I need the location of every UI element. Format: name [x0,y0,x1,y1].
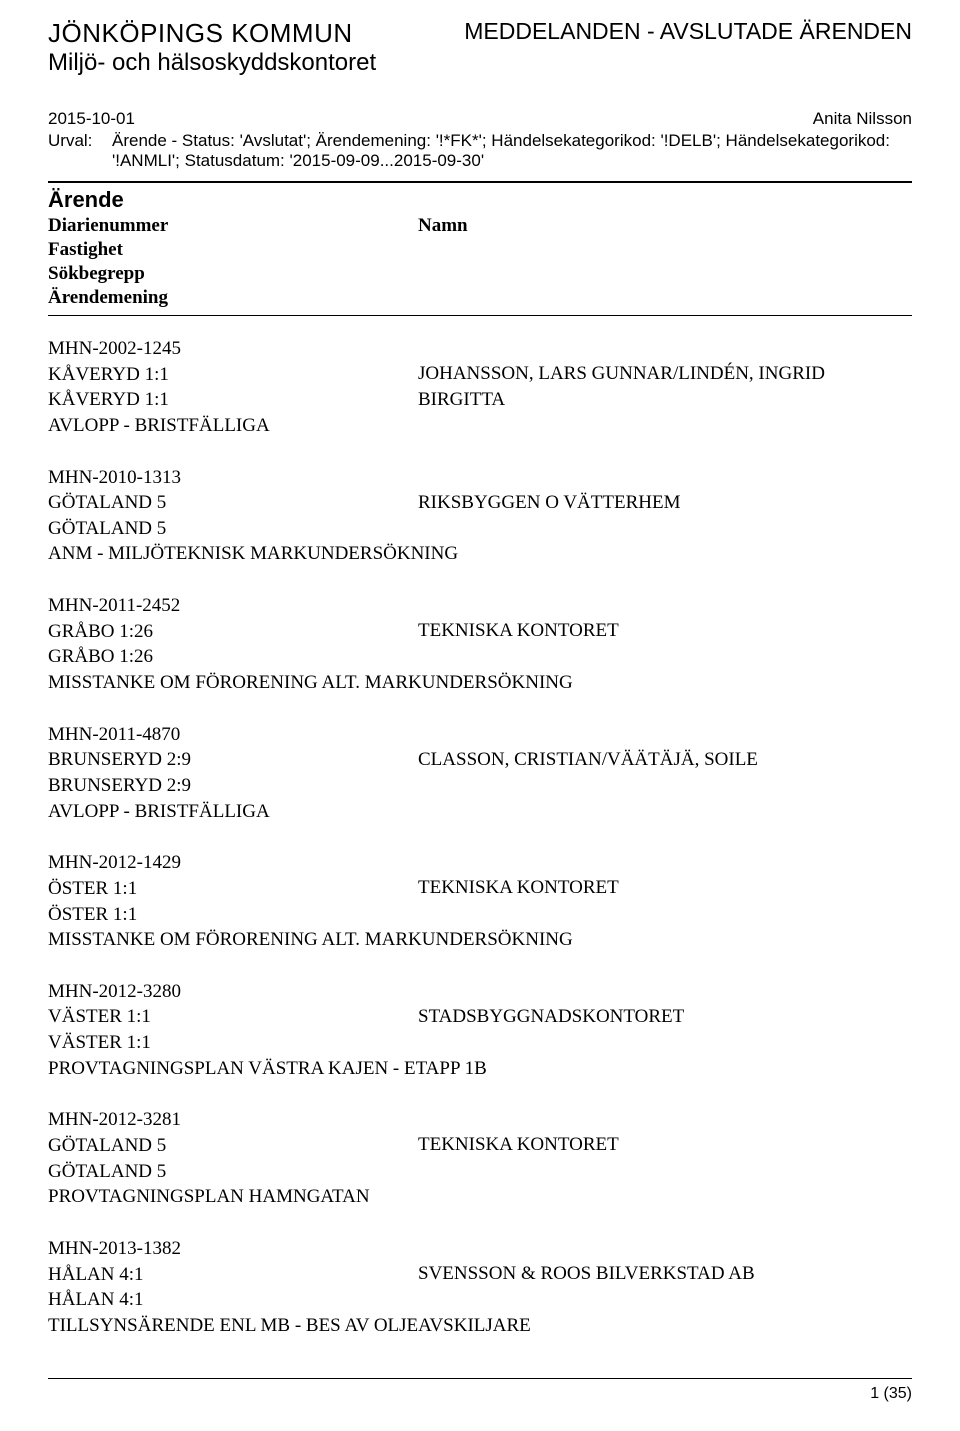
entry-arendemening: PROVTAGNINGSPLAN HAMNGATAN [48,1184,912,1210]
entry-fastighet: HÅLAN 4:1 [48,1262,418,1288]
entry-namn: TEKNISKA KONTORET [418,1107,912,1184]
entry-fastighet: GÖTALAND 5 [48,1133,418,1159]
entry-namn: STADSBYGGNADSKONTORET [418,979,912,1056]
entry-left: MHN-2010-1313GÖTALAND 5GÖTALAND 5 [48,465,418,542]
entry-top: MHN-2011-2452GRÅBO 1:26GRÅBO 1:26TEKNISK… [48,593,912,670]
header: JÖNKÖPINGS KOMMUN Miljö- och hälsoskydds… [48,18,912,77]
entry: MHN-2011-4870BRUNSERYD 2:9BRUNSERYD 2:9C… [48,722,912,825]
entry-left: MHN-2012-3281GÖTALAND 5GÖTALAND 5 [48,1107,418,1184]
entry: MHN-2010-1313GÖTALAND 5GÖTALAND 5RIKSBYG… [48,465,912,568]
entry-sokbegrepp: GÖTALAND 5 [48,516,418,542]
entry-namn: SVENSSON & ROOS BILVERKSTAD AB [418,1236,912,1313]
column-headers: Diarienummer Fastighet Sökbegrepp Ärende… [48,215,912,316]
entry-sokbegrepp: VÄSTER 1:1 [48,1030,418,1056]
entry-left: MHN-2011-4870BRUNSERYD 2:9BRUNSERYD 2:9 [48,722,418,799]
meta-row: 2015-10-01 Anita Nilsson [48,109,912,129]
entry-arendemening: AVLOPP - BRISTFÄLLIGA [48,413,912,439]
entry-namn: JOHANSSON, LARS GUNNAR/LINDÉN, INGRID BI… [418,336,912,413]
entry: MHN-2012-1429ÖSTER 1:1ÖSTER 1:1TEKNISKA … [48,850,912,953]
entry-diarienummer: MHN-2011-4870 [48,722,418,748]
entry-arendemening: AVLOPP - BRISTFÄLLIGA [48,799,912,825]
entry-left: MHN-2011-2452GRÅBO 1:26GRÅBO 1:26 [48,593,418,670]
entry-top: MHN-2011-4870BRUNSERYD 2:9BRUNSERYD 2:9C… [48,722,912,799]
column-headers-right: Namn [418,215,912,309]
col-sokbegrepp: Sökbegrepp [48,263,418,285]
header-left: JÖNKÖPINGS KOMMUN Miljö- och hälsoskydds… [48,18,376,77]
entry-sokbegrepp: BRUNSERYD 2:9 [48,773,418,799]
entry-sokbegrepp: GÖTALAND 5 [48,1159,418,1185]
entry-diarienummer: MHN-2011-2452 [48,593,418,619]
entry-diarienummer: MHN-2010-1313 [48,465,418,491]
entry-top: MHN-2013-1382HÅLAN 4:1HÅLAN 4:1SVENSSON … [48,1236,912,1313]
entry-left: MHN-2002-1245KÅVERYD 1:1KÅVERYD 1:1 [48,336,418,413]
entry-fastighet: KÅVERYD 1:1 [48,362,418,388]
org-title: JÖNKÖPINGS KOMMUN [48,18,376,49]
entry-namn: TEKNISKA KONTORET [418,593,912,670]
entry-diarienummer: MHN-2002-1245 [48,336,418,362]
entry-diarienummer: MHN-2012-1429 [48,850,418,876]
entry: MHN-2011-2452GRÅBO 1:26GRÅBO 1:26TEKNISK… [48,593,912,696]
entry: MHN-2012-3281GÖTALAND 5GÖTALAND 5TEKNISK… [48,1107,912,1210]
entry-arendemening: MISSTANKE OM FÖRORENING ALT. MARKUNDERSÖ… [48,927,912,953]
entry-arendemening: MISSTANKE OM FÖRORENING ALT. MARKUNDERSÖ… [48,670,912,696]
entry-top: MHN-2002-1245KÅVERYD 1:1KÅVERYD 1:1JOHAN… [48,336,912,413]
entry-top: MHN-2012-3280VÄSTER 1:1VÄSTER 1:1STADSBY… [48,979,912,1056]
entry-top: MHN-2012-1429ÖSTER 1:1ÖSTER 1:1TEKNISKA … [48,850,912,927]
org-subtitle: Miljö- och hälsoskyddskontoret [48,49,376,77]
entry-namn: CLASSON, CRISTIAN/VÄÄTÄJÄ, SOILE [418,722,912,799]
column-headers-left: Diarienummer Fastighet Sökbegrepp Ärende… [48,215,418,309]
entry-left: MHN-2012-3280VÄSTER 1:1VÄSTER 1:1 [48,979,418,1056]
col-namn: Namn [418,215,468,236]
entry-top: MHN-2010-1313GÖTALAND 5GÖTALAND 5RIKSBYG… [48,465,912,542]
section-heading: Ärende [48,181,912,213]
document-title: MEDDELANDEN - AVSLUTADE ÄRENDEN [464,18,912,45]
entries-list: MHN-2002-1245KÅVERYD 1:1KÅVERYD 1:1JOHAN… [48,336,912,1339]
entry-fastighet: ÖSTER 1:1 [48,876,418,902]
page-number: 1 (35) [870,1385,912,1402]
entry-sokbegrepp: ÖSTER 1:1 [48,902,418,928]
urval-row: Urval: Ärende - Status: 'Avslutat'; Ären… [48,131,912,171]
entry-arendemening: TILLSYNSÄRENDE ENL MB - BES AV OLJEAVSKI… [48,1313,912,1339]
entry-fastighet: GÖTALAND 5 [48,490,418,516]
entry-left: MHN-2013-1382HÅLAN 4:1HÅLAN 4:1 [48,1236,418,1313]
urval-label: Urval: [48,131,112,171]
report-author: Anita Nilsson [813,109,912,129]
entry: MHN-2012-3280VÄSTER 1:1VÄSTER 1:1STADSBY… [48,979,912,1082]
entry-sokbegrepp: GRÅBO 1:26 [48,644,418,670]
entry-fastighet: BRUNSERYD 2:9 [48,747,418,773]
col-fastighet: Fastighet [48,239,418,261]
entry-fastighet: GRÅBO 1:26 [48,619,418,645]
entry-namn: RIKSBYGGEN O VÄTTERHEM [418,465,912,542]
entry-arendemening: ANM - MILJÖTEKNISK MARKUNDERSÖKNING [48,541,912,567]
entry: MHN-2002-1245KÅVERYD 1:1KÅVERYD 1:1JOHAN… [48,336,912,439]
col-diarienummer: Diarienummer [48,215,418,237]
meta-block: 2015-10-01 Anita Nilsson Urval: Ärende -… [48,109,912,171]
entry-left: MHN-2012-1429ÖSTER 1:1ÖSTER 1:1 [48,850,418,927]
entry-arendemening: PROVTAGNINGSPLAN VÄSTRA KAJEN - ETAPP 1B [48,1056,912,1082]
entry-sokbegrepp: HÅLAN 4:1 [48,1287,418,1313]
entry-diarienummer: MHN-2012-3281 [48,1107,418,1133]
urval-text: Ärende - Status: 'Avslutat'; Ärendemenin… [112,131,912,171]
entry-sokbegrepp: KÅVERYD 1:1 [48,387,418,413]
report-date: 2015-10-01 [48,109,135,129]
page-footer: 1 (35) [48,1378,912,1403]
entry-diarienummer: MHN-2013-1382 [48,1236,418,1262]
entry-diarienummer: MHN-2012-3280 [48,979,418,1005]
col-arendemening: Ärendemening [48,287,418,309]
entry-top: MHN-2012-3281GÖTALAND 5GÖTALAND 5TEKNISK… [48,1107,912,1184]
entry-namn: TEKNISKA KONTORET [418,850,912,927]
entry-fastighet: VÄSTER 1:1 [48,1004,418,1030]
entry: MHN-2013-1382HÅLAN 4:1HÅLAN 4:1SVENSSON … [48,1236,912,1339]
